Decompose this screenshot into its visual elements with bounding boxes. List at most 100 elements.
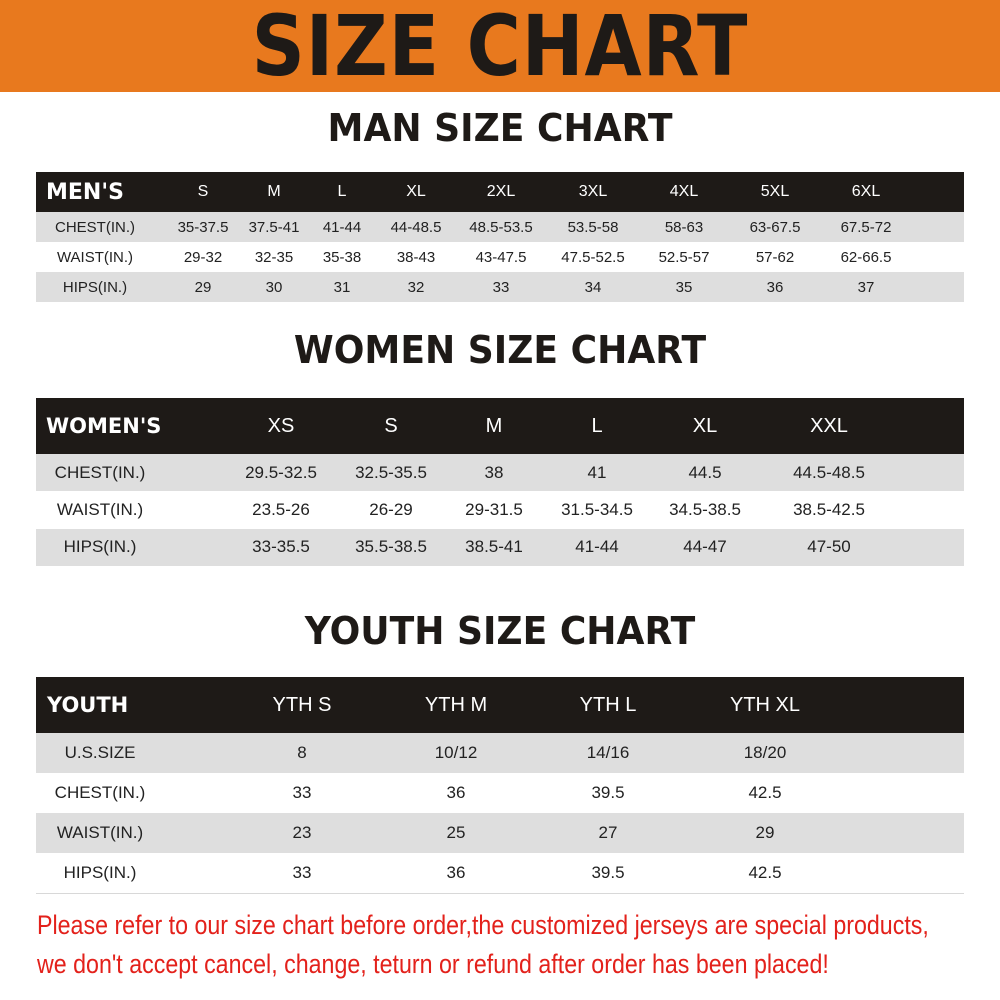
notice-line-1: Please refer to our size chart before or… bbox=[37, 910, 929, 940]
table-cell: 33 bbox=[492, 278, 510, 296]
table-cell: 43-47.5 bbox=[475, 248, 527, 266]
table-cell: 41-44 bbox=[575, 537, 619, 557]
table-cell: 47-50 bbox=[807, 537, 851, 557]
table-cell: 41 bbox=[587, 462, 607, 482]
table-cell: 44.5 bbox=[688, 462, 722, 482]
table-cell: 47.5-52.5 bbox=[561, 248, 625, 266]
table-cell: 41-44 bbox=[322, 218, 362, 236]
size-column-header: XXL bbox=[810, 414, 848, 437]
table-cell: 14/16 bbox=[586, 743, 630, 762]
men-section-title: MAN SIZE CHART bbox=[327, 106, 673, 150]
table-row: CHEST(IN.) 29.5-32.5 32.5-35.5 38 41 44.5 44.5… bbox=[36, 454, 964, 492]
table-cell: 36 bbox=[446, 863, 466, 882]
row-label: HIPS(IN.) bbox=[63, 537, 137, 557]
table-cell: 38-43 bbox=[396, 248, 436, 266]
table-row: HIPS(IN.) 29 30 31 32 33 34 35 36 37 bbox=[36, 272, 964, 302]
size-column-header: M bbox=[485, 414, 503, 437]
table-row: CHEST(IN.) 35-37.5 37.5-41 41-44 44-48.5 48.5… bbox=[36, 212, 964, 242]
size-column-header: YTH S bbox=[272, 693, 332, 716]
table-row: WAIST(IN.) 23 25 27 29 bbox=[36, 813, 964, 853]
row-label: CHEST(IN.) bbox=[55, 218, 135, 236]
youth-header-row: YOUTH YTH S YTH M YTH L YTH XL bbox=[36, 677, 964, 733]
notice-line-2: we don't accept cancel, change, teturn o… bbox=[37, 949, 829, 979]
table-row: WAIST(IN.) 23.5-26 26-29 29-31.5 31.5-34.5 34… bbox=[36, 491, 964, 529]
size-column-header: 3XL bbox=[578, 183, 608, 200]
table-cell: 37 bbox=[857, 278, 875, 296]
table-cell: 35-38 bbox=[322, 248, 362, 266]
table-cell: 63-67.5 bbox=[749, 218, 801, 236]
size-column-header: 2XL bbox=[486, 183, 516, 200]
size-column-header: 6XL bbox=[851, 183, 881, 200]
youth-section-title: YOUTH SIZE CHART bbox=[304, 609, 696, 653]
table-cell: 38.5-42.5 bbox=[793, 499, 865, 519]
table-cell: 30 bbox=[265, 278, 283, 296]
size-column-header: S bbox=[384, 414, 398, 437]
table-cell: 35 bbox=[675, 278, 693, 296]
size-column-header: XS bbox=[267, 414, 295, 437]
table-cell: 26-29 bbox=[369, 499, 413, 519]
table-cell: 18/20 bbox=[743, 743, 787, 762]
table-cell: 48.5-53.5 bbox=[469, 218, 533, 236]
row-label: U.S.SIZE bbox=[64, 743, 136, 762]
size-column-header: YTH L bbox=[579, 693, 637, 716]
size-column-header: L bbox=[337, 183, 347, 200]
table-cell: 53.5-58 bbox=[567, 218, 619, 236]
men-header-row: MEN'S S M L XL 2XL 3XL 4XL 5XL 6XL bbox=[36, 172, 964, 212]
table-cell: 37.5-41 bbox=[248, 218, 300, 236]
table-cell: 58-63 bbox=[664, 218, 704, 236]
table-cell: 32 bbox=[407, 278, 425, 296]
table-cell: 39.5 bbox=[591, 783, 625, 802]
table-cell: 23 bbox=[292, 823, 312, 842]
women-header-row: WOMEN'S XS S M L XL XXL bbox=[36, 398, 964, 454]
table-row: HIPS(IN.) 33-35.5 35.5-38.5 38.5-41 41-44 44-… bbox=[36, 528, 964, 566]
row-label: CHEST(IN.) bbox=[54, 783, 146, 802]
table-cell: 29-32 bbox=[183, 248, 223, 266]
table-cell: 42.5 bbox=[748, 863, 782, 882]
row-label: WAIST(IN.) bbox=[56, 823, 144, 842]
size-column-header: 4XL bbox=[669, 183, 699, 200]
table-corner-label: YOUTH bbox=[47, 693, 129, 717]
table-cell: 29.5-32.5 bbox=[245, 462, 317, 482]
table-cell: 44-48.5 bbox=[390, 218, 442, 236]
row-label: CHEST(IN.) bbox=[54, 462, 146, 482]
table-cell: 33 bbox=[292, 783, 312, 802]
table-cell: 35.5-38.5 bbox=[355, 537, 427, 557]
table-corner-label: MEN'S bbox=[46, 179, 124, 205]
table-cell: 34 bbox=[584, 278, 602, 296]
table-cell: 44.5-48.5 bbox=[793, 462, 865, 482]
table-cell: 36 bbox=[766, 278, 784, 296]
size-column-header: YTH M bbox=[424, 693, 488, 716]
table-cell: 42.5 bbox=[748, 783, 782, 802]
table-cell: 32-35 bbox=[254, 248, 294, 266]
size-column-header: S bbox=[197, 183, 209, 200]
row-label: HIPS(IN.) bbox=[62, 278, 128, 296]
table-cell: 23.5-26 bbox=[252, 499, 310, 519]
table-cell: 10/12 bbox=[434, 743, 478, 762]
row-label: WAIST(IN.) bbox=[56, 499, 144, 519]
header-banner: SIZE CHART bbox=[0, 0, 1000, 92]
table-cell: 8 bbox=[297, 743, 307, 762]
table-row: CHEST(IN.) 33 36 39.5 42.5 bbox=[36, 773, 964, 813]
table-cell: 36 bbox=[446, 783, 466, 802]
table-cell: 32.5-35.5 bbox=[355, 462, 427, 482]
table-row: WAIST(IN.) 29-32 32-35 35-38 38-43 43-47.5 47.… bbox=[36, 242, 964, 272]
table-cell: 38 bbox=[484, 462, 504, 482]
women-section-title: WOMEN SIZE CHART bbox=[293, 328, 707, 372]
size-column-header: XL bbox=[692, 414, 718, 437]
table-cell: 34.5-38.5 bbox=[669, 499, 741, 519]
table-cell: 62-66.5 bbox=[840, 248, 892, 266]
table-cell: 31 bbox=[333, 278, 351, 296]
size-column-header: L bbox=[591, 414, 603, 437]
table-cell: 57-62 bbox=[755, 248, 795, 266]
table-corner-label: WOMEN'S bbox=[46, 414, 162, 438]
table-cell: 29 bbox=[194, 278, 212, 296]
table-cell: 29-31.5 bbox=[465, 499, 523, 519]
size-column-header: YTH XL bbox=[729, 693, 801, 716]
table-cell: 33-35.5 bbox=[252, 537, 310, 557]
size-column-header: 5XL bbox=[760, 183, 790, 200]
table-cell: 44-47 bbox=[683, 537, 727, 557]
table-cell: 31.5-34.5 bbox=[561, 499, 633, 519]
table-row: U.S.SIZE 8 10/12 14/16 18/20 bbox=[36, 733, 964, 773]
table-row: HIPS(IN.) 33 36 39.5 42.5 bbox=[36, 853, 964, 893]
table-cell: 38.5-41 bbox=[465, 537, 523, 557]
